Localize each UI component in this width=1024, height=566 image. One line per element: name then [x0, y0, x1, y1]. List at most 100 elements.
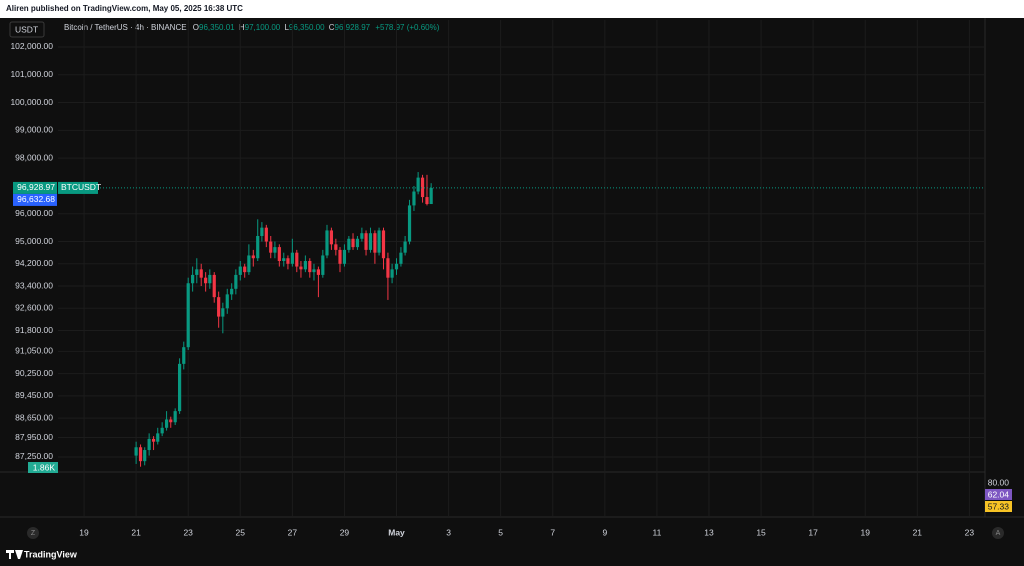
publish-bar — [0, 0, 1024, 18]
logo-icon — [6, 550, 23, 559]
candle-body — [338, 249, 342, 264]
ohlc-prefix: C — [329, 23, 335, 32]
legend: Bitcoin / TetherUS · 4h · BINANCE O96,35… — [64, 23, 440, 32]
x-tick-label: 17 — [808, 527, 818, 537]
price-tags: 96,928.97 BTCUSDT 96,632.68 — [13, 181, 985, 206]
candle-body — [147, 438, 151, 451]
y-tick-label: 94,200.00 — [15, 258, 53, 268]
x-tick-label: 19 — [79, 527, 89, 537]
y-tick-label: 96,000.00 — [15, 208, 53, 218]
y-tick-label: 91,800.00 — [15, 325, 53, 335]
candle-body — [325, 230, 329, 256]
candle-body — [360, 233, 364, 239]
chart-bg — [0, 18, 1024, 566]
indicator-label: 57.33 — [988, 501, 1010, 511]
volume-tag — [28, 462, 58, 473]
ticker-label: BTCUSDT — [61, 182, 101, 192]
candle-body — [355, 238, 360, 248]
candle-body — [394, 263, 399, 270]
ohlc-prefix: L — [284, 23, 289, 32]
change: +578.97 (+0.60%) — [375, 23, 439, 32]
candle-body — [312, 269, 316, 273]
x-tick-label: 29 — [340, 527, 350, 537]
currency: USDT — [15, 24, 38, 34]
ohlc-prefix: O — [193, 23, 199, 32]
x-tick-label: 3 — [446, 527, 451, 537]
candle-body — [243, 266, 247, 273]
candle-body — [316, 269, 320, 275]
candle-body — [386, 258, 390, 278]
candle-body — [303, 261, 307, 270]
x-tick-label: 13 — [704, 527, 714, 537]
button-label: Z — [31, 530, 36, 537]
candle-body — [191, 274, 195, 284]
candle-body — [264, 227, 268, 242]
secondary-price-label: 96,632.68 — [17, 194, 55, 204]
candle-body — [308, 261, 312, 273]
ohlc-value: 97,100.00 — [245, 23, 281, 32]
candle-body — [169, 419, 173, 423]
candle-body — [299, 266, 303, 270]
publish-text: Aliren published on TradingView.com, May… — [6, 4, 243, 13]
candle-body — [217, 297, 221, 317]
candle-body — [225, 294, 229, 309]
button[interactable] — [27, 527, 39, 539]
y-tick-label: 87,250.00 — [15, 451, 53, 461]
candle-body — [160, 427, 164, 434]
x-tick-label: May — [388, 527, 405, 537]
x-tick-label: 19 — [860, 527, 870, 537]
candle-body — [164, 419, 169, 428]
x-tick-label: 23 — [183, 527, 193, 537]
candle-body — [420, 177, 425, 198]
indicator-tag — [985, 489, 1012, 500]
x-tick-label: 9 — [602, 527, 607, 537]
last-price-label: 96,928.97 — [17, 182, 55, 192]
secondary-price-tag — [13, 193, 57, 206]
currency-box[interactable] — [9, 21, 45, 38]
y-tick-label: 95,000.00 — [15, 236, 53, 246]
ohlc-value: 96,350.00 — [289, 23, 325, 32]
candle-body — [373, 233, 377, 253]
ohlc-value: 96,350.01 — [199, 23, 235, 32]
candle-body — [238, 266, 242, 275]
ohlc-value: 96,928.97 — [335, 23, 371, 32]
logo: TradingView — [24, 549, 78, 559]
y-tick-label: 101,000.00 — [10, 69, 53, 79]
candle-body — [399, 252, 403, 264]
y-tick-label: 102,000.00 — [10, 41, 53, 51]
candle-body — [273, 247, 277, 253]
y-tick-label: 92,600.00 — [15, 303, 53, 313]
ticker-tag — [58, 181, 98, 194]
candle-body — [277, 247, 281, 262]
candle-body — [247, 255, 251, 273]
candle-body — [256, 235, 260, 259]
candle-body — [178, 363, 182, 412]
candle-body — [251, 255, 255, 259]
x-tick-label: 15 — [756, 527, 766, 537]
x-tick-label: 11 — [652, 527, 661, 537]
indicator-label: 62.04 — [988, 489, 1010, 499]
candle-body — [290, 252, 294, 264]
indicator-tag — [985, 501, 1012, 512]
x-tick-label: 27 — [288, 527, 298, 537]
candle-body — [204, 277, 208, 284]
candle-body — [381, 230, 386, 259]
button[interactable] — [992, 527, 1004, 539]
candle-body — [351, 238, 355, 248]
candle-body — [329, 230, 334, 245]
candle-body — [286, 258, 290, 264]
candle-body — [221, 308, 225, 317]
candle-body — [368, 233, 373, 250]
candle-body — [282, 258, 286, 262]
y-tick-label: 91,050.00 — [15, 346, 53, 356]
candle-body — [173, 411, 177, 423]
candle-body — [377, 230, 381, 253]
candle-body — [347, 238, 351, 250]
candle-body — [321, 255, 325, 275]
y-tick-label: 87,950.00 — [15, 432, 53, 442]
candles — [134, 172, 433, 467]
candle-body — [390, 269, 394, 278]
candle-body — [212, 274, 216, 298]
y-tick-label: 98,000.00 — [15, 152, 53, 162]
